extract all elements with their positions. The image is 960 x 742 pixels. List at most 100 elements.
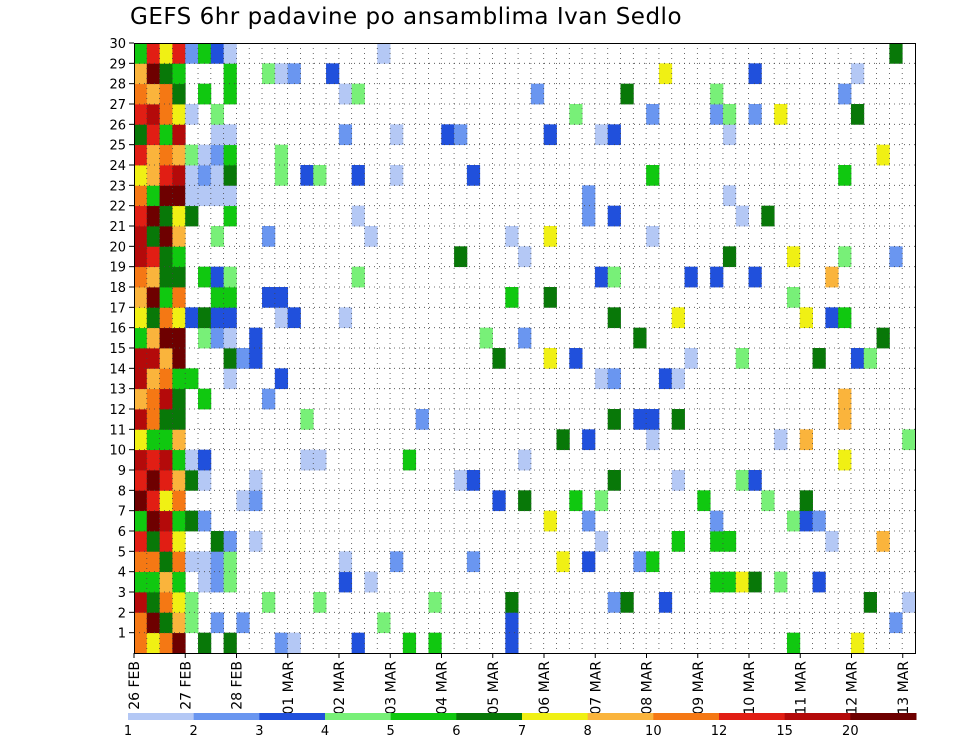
x-tick-label: 10 MAR xyxy=(742,661,758,715)
heatmap-cell xyxy=(812,571,826,593)
heatmap-cell xyxy=(210,531,225,552)
heatmap-cell xyxy=(210,327,225,349)
heatmap-cell xyxy=(838,246,852,268)
heatmap-cell xyxy=(134,246,148,268)
heatmap-cell xyxy=(198,83,212,105)
heatmap-cell xyxy=(146,124,160,146)
heatmap-cell xyxy=(351,205,365,227)
heatmap-cell xyxy=(492,490,506,512)
heatmap-cell xyxy=(735,205,749,227)
heatmap-cell xyxy=(902,592,916,613)
heatmap-cell xyxy=(223,632,237,654)
heatmap-cell xyxy=(198,165,212,186)
heatmap-cell xyxy=(543,510,557,532)
heatmap-cell xyxy=(313,592,327,613)
y-tick-label: 22 xyxy=(109,200,126,215)
heatmap-cell xyxy=(172,470,186,491)
heatmap-cell xyxy=(582,429,596,451)
heatmap-cell xyxy=(134,43,148,64)
y-tick-label: 1 xyxy=(118,627,126,642)
heatmap-cell xyxy=(146,449,160,471)
colorbar-label: 6 xyxy=(452,724,460,739)
heatmap-cell xyxy=(210,43,225,64)
y-tick-label: 9 xyxy=(118,464,126,479)
heatmap-cell xyxy=(850,348,865,369)
heatmap-cell xyxy=(146,409,160,430)
heatmap-cell xyxy=(428,592,442,613)
y-tick-label: 18 xyxy=(109,281,126,296)
heatmap-cell xyxy=(198,571,212,593)
heatmap-cell xyxy=(364,571,378,593)
heatmap-cell xyxy=(710,531,724,552)
heatmap-cell xyxy=(146,266,160,288)
heatmap-cell xyxy=(159,612,173,634)
heatmap-cell xyxy=(876,531,890,552)
heatmap-cell xyxy=(159,571,173,593)
colorbar-swatch xyxy=(456,713,523,720)
heatmap-cell xyxy=(172,429,186,451)
heatmap-cell xyxy=(223,43,237,64)
heatmap-cell xyxy=(338,571,353,593)
heatmap-cell xyxy=(799,490,813,512)
heatmap-cell xyxy=(185,470,199,491)
heatmap-cell xyxy=(172,327,186,349)
heatmap-cell xyxy=(159,510,173,532)
heatmap-cell xyxy=(274,165,289,186)
heatmap-cell xyxy=(351,83,365,105)
heatmap-cell xyxy=(761,490,775,512)
colorbar-swatch xyxy=(587,713,654,720)
heatmap-cell xyxy=(172,551,186,573)
heatmap-cell xyxy=(646,226,660,247)
heatmap-cell xyxy=(274,632,289,654)
heatmap-cell xyxy=(134,429,148,451)
heatmap-cell xyxy=(223,144,237,166)
heatmap-cell xyxy=(249,531,263,552)
y-tick-label: 6 xyxy=(118,525,126,540)
heatmap-cell xyxy=(838,307,852,329)
heatmap-cell xyxy=(863,592,877,613)
heatmap-cell xyxy=(505,226,519,247)
heatmap-cell xyxy=(159,266,173,288)
x-tick-label: 09 MAR xyxy=(691,661,707,715)
heatmap-cell xyxy=(185,449,199,471)
heatmap-cell xyxy=(134,388,148,410)
x-tick-label: 01 MAR xyxy=(281,661,297,715)
heatmap-cell xyxy=(134,632,148,654)
heatmap-cell xyxy=(146,368,160,390)
heatmap-cell xyxy=(646,551,660,573)
heatmap-cell xyxy=(198,266,212,288)
heatmap-cell xyxy=(786,510,801,532)
heatmap-cell xyxy=(172,124,186,146)
heatmap-cell xyxy=(850,63,865,85)
heatmap-cell xyxy=(569,348,583,369)
heatmap-cell xyxy=(351,165,365,186)
heatmap-cell xyxy=(274,63,289,85)
y-tick-label: 25 xyxy=(109,139,126,154)
heatmap-cell xyxy=(185,510,199,532)
x-tick-label: 02 MAR xyxy=(332,661,348,715)
heatmap-cell xyxy=(774,571,788,593)
heatmap-cell xyxy=(198,388,212,410)
heatmap-cell xyxy=(172,409,186,430)
y-tick-label: 4 xyxy=(118,566,126,581)
x-tick-label: 26 FEB xyxy=(127,661,143,710)
heatmap-cell xyxy=(198,43,212,64)
heatmap-cell xyxy=(146,632,160,654)
heatmap-cell xyxy=(902,429,916,451)
heatmap-cell xyxy=(146,144,160,166)
x-tick-label: 04 MAR xyxy=(435,661,451,715)
heatmap-cell xyxy=(172,592,186,613)
heatmap-cell xyxy=(146,63,160,85)
heatmap-cell xyxy=(351,632,365,654)
heatmap-cell xyxy=(172,144,186,166)
y-tick-label: 29 xyxy=(109,57,126,72)
heatmap-cell xyxy=(134,307,148,329)
heatmap-cell xyxy=(159,388,173,410)
heatmap-cell xyxy=(671,368,685,390)
heatmap-cell xyxy=(172,632,186,654)
heatmap-cell xyxy=(159,409,173,430)
heatmap-cell xyxy=(607,266,621,288)
heatmap-cell xyxy=(774,104,788,125)
chart-title: GEFS 6hr padavine po ansamblima Ivan Sed… xyxy=(130,4,683,30)
